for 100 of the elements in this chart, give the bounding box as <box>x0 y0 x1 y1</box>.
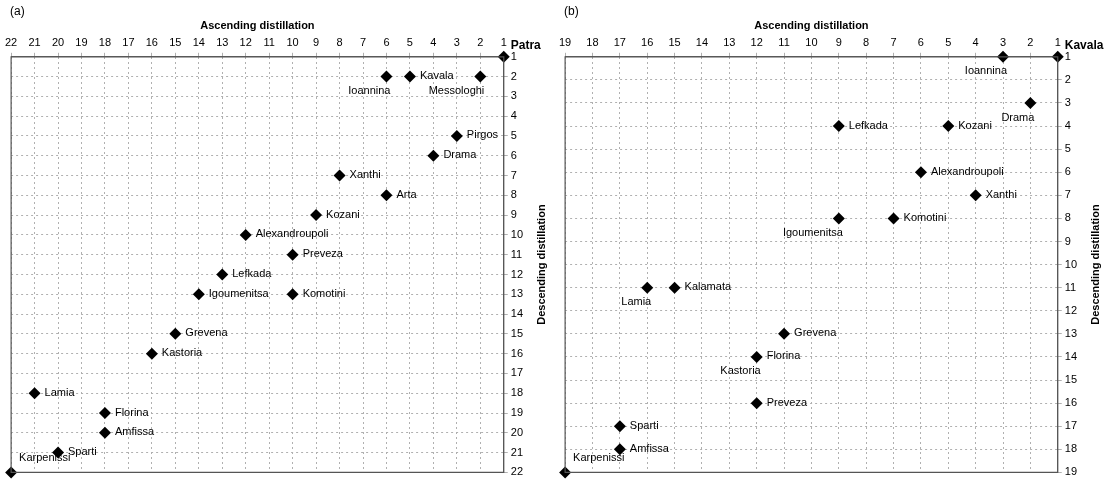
annotation: Preveza <box>766 395 808 408</box>
annotation: Kalamata <box>684 280 732 293</box>
x-tick-label: 11 <box>263 36 275 49</box>
annotation: Florina <box>766 349 802 362</box>
x-axis-title: Ascending distillation <box>200 19 315 32</box>
y-tick-label: 21 <box>510 445 524 458</box>
y-tick-label: 14 <box>1064 349 1078 362</box>
x-tick-label: 16 <box>641 36 654 49</box>
y-tick-label: 3 <box>1064 96 1071 109</box>
x-tick-label: 7 <box>890 36 897 49</box>
point <box>380 70 393 83</box>
x-tick-label: 17 <box>122 36 135 49</box>
x-tick-label: 19 <box>75 36 88 49</box>
annotation: Preveza <box>302 247 344 260</box>
point <box>380 189 393 202</box>
annotation: Lefkada <box>232 267 273 280</box>
point <box>969 189 982 202</box>
annotation: Igoumenitsa <box>782 225 844 238</box>
x-tick-label: 19 <box>558 36 572 49</box>
x-tick-label: 17 <box>613 36 626 49</box>
annotation: Alexandroupoli <box>255 227 329 240</box>
annotation: Karpenissi <box>573 450 625 463</box>
y-tick-label: 8 <box>510 188 517 201</box>
annotation: Lamia <box>44 385 76 398</box>
annotation: Drama <box>1001 110 1036 123</box>
y-tick-label: 22 <box>510 465 524 478</box>
y-tick-label: 16 <box>1064 396 1078 409</box>
annotation: Ioannina <box>964 64 1008 77</box>
x-tick-label: 3 <box>999 36 1007 49</box>
x-tick-label: 1 <box>1054 36 1061 49</box>
annotation: Alexandroupoli <box>930 164 1004 177</box>
point <box>403 70 416 83</box>
x-tick-label: 15 <box>668 36 681 49</box>
y-tick-label: 11 <box>1064 280 1077 293</box>
x-tick-label: 2 <box>477 36 484 49</box>
y-tick-label: 10 <box>510 227 524 240</box>
y-tick-label: 18 <box>1064 442 1078 455</box>
point <box>750 350 763 363</box>
point <box>914 166 927 179</box>
y-tick-label: 9 <box>510 208 517 221</box>
annotation: Lamia <box>621 295 653 308</box>
x-tick-label: 15 <box>169 36 182 49</box>
annotation: Igoumenitsa <box>208 286 270 299</box>
x-tick-label: 18 <box>586 36 599 49</box>
annotation: Grevena <box>185 326 229 339</box>
y-axis-title: Descending distillation <box>1089 204 1102 325</box>
y-tick-label: 18 <box>510 386 524 399</box>
point <box>832 212 845 225</box>
x-tick-label: 9 <box>313 36 320 49</box>
point <box>1024 96 1037 109</box>
annotation: Grevena <box>794 326 838 339</box>
point <box>450 129 463 142</box>
x-tick-label: 9 <box>835 36 842 49</box>
x-tick-label: 13 <box>723 36 736 49</box>
y-tick-label: 6 <box>1064 165 1071 178</box>
y-tick-label: 20 <box>510 425 524 438</box>
point <box>216 268 229 281</box>
x-tick-label: 5 <box>945 36 952 49</box>
y-tick-label: 4 <box>1064 119 1071 132</box>
y-tick-label: 5 <box>510 128 517 141</box>
y-tick-label: 12 <box>510 267 524 280</box>
x-tick-label: 14 <box>192 36 205 49</box>
annotation: Kavala <box>419 69 455 82</box>
point <box>333 169 346 182</box>
annotation: Kozani <box>326 207 360 220</box>
y-tick-label: 16 <box>510 346 524 359</box>
point <box>668 281 681 294</box>
y-tick-label: 2 <box>510 69 517 82</box>
x-tick-label: 10 <box>286 36 299 49</box>
x-tick-label: 13 <box>216 36 229 49</box>
x-tick-label: 18 <box>98 36 112 49</box>
point <box>98 407 111 420</box>
point <box>832 120 845 133</box>
annotation: Messologhi <box>428 84 485 97</box>
annotation: Lefkada <box>848 118 889 131</box>
x-tick-label: 5 <box>406 36 413 49</box>
y-tick-label: 10 <box>1064 257 1078 270</box>
x-tick-label: 4 <box>430 36 437 49</box>
x-tick-label: 7 <box>359 36 367 49</box>
y-tick-label: 14 <box>510 307 524 320</box>
chart-title: (b) <box>564 3 579 18</box>
y-tick-label: 9 <box>1064 234 1071 247</box>
point <box>169 327 182 340</box>
annotation: Sparti <box>68 445 97 458</box>
point <box>28 387 41 400</box>
x-tick-label: 8 <box>336 36 343 49</box>
x-tick-label: 16 <box>145 36 158 49</box>
x-tick-label: 12 <box>239 36 252 49</box>
point <box>310 209 323 222</box>
x-tick-label: 20 <box>51 36 65 49</box>
y-tick-label: 11 <box>510 247 523 260</box>
annotation: Kastoria <box>720 364 762 377</box>
y-tick-label: 6 <box>510 148 517 161</box>
y-tick-label: 15 <box>1064 373 1078 386</box>
x-tick-label: 12 <box>750 36 763 49</box>
y-tick-label: 17 <box>510 366 524 379</box>
annotation: Arta <box>396 187 418 200</box>
annotation: Xanthi <box>349 168 381 181</box>
y-tick-label: 2 <box>1064 72 1071 85</box>
annotation: Xanthi <box>985 187 1017 200</box>
